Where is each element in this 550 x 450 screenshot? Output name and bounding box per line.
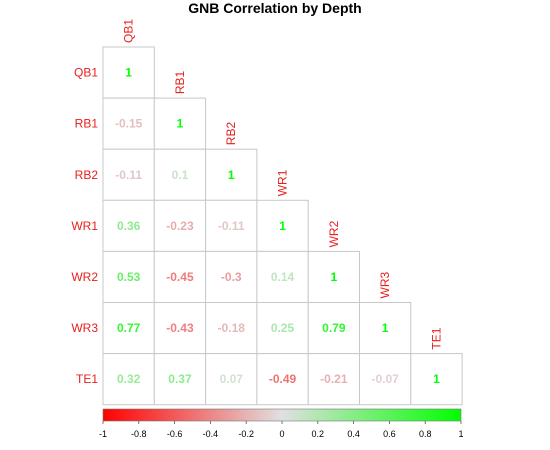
heatmap-cell bbox=[153, 250, 207, 303]
cell-value-label: 1 bbox=[331, 270, 338, 284]
heatmap-cell bbox=[256, 250, 309, 303]
row-label: WR2 bbox=[71, 270, 98, 284]
row-label: QB1 bbox=[74, 66, 98, 80]
row-label: RB1 bbox=[75, 117, 99, 131]
heatmap-cell bbox=[359, 302, 412, 355]
heatmap-cell bbox=[256, 199, 309, 252]
heatmap-cell bbox=[205, 148, 258, 201]
cell-value-label: -0.15 bbox=[115, 117, 143, 131]
colorbar-tick-label: 1 bbox=[458, 429, 463, 439]
cell-value-label: -0.11 bbox=[115, 168, 142, 182]
colorbar: -1 -0.8 -0.6 -0.4 -0.2 0 0.2 0.4 0.6 0.8 1 bbox=[99, 408, 464, 439]
cell-value-label: 0.36 bbox=[117, 219, 141, 233]
heatmap-cell bbox=[256, 353, 309, 406]
heatmap-cell bbox=[153, 97, 207, 150]
cell-value-label: 0.79 bbox=[322, 321, 346, 335]
cell-value-label: -0.43 bbox=[166, 321, 194, 335]
row-label: TE1 bbox=[76, 372, 98, 386]
cell-value-label: 0.14 bbox=[271, 270, 295, 284]
cell-value-label: -0.18 bbox=[218, 321, 246, 335]
cell-value-label: -0.11 bbox=[218, 219, 245, 233]
chart-title: GNB Correlation by Depth bbox=[188, 0, 361, 16]
cell-value-label: 1 bbox=[228, 168, 235, 182]
colorbar-tick-label: -0.6 bbox=[167, 429, 183, 439]
colorbar-gradient bbox=[102, 408, 462, 422]
cell-value-label: 0.77 bbox=[117, 321, 141, 335]
heatmap-cell bbox=[102, 353, 155, 406]
column-label: TE1 bbox=[429, 327, 443, 349]
cell-value-label: 0.32 bbox=[117, 372, 141, 386]
cell-value-label: -0.21 bbox=[320, 372, 348, 386]
heatmap-cell bbox=[307, 302, 361, 355]
heatmap-cell bbox=[102, 302, 155, 355]
column-label: WR3 bbox=[378, 272, 392, 299]
cell-value-label: 1 bbox=[433, 372, 440, 386]
column-label: RB2 bbox=[224, 122, 238, 146]
row-label: WR1 bbox=[71, 219, 98, 233]
colorbar-tick-label: -0.2 bbox=[238, 429, 254, 439]
colorbar-tick-label: -1 bbox=[99, 429, 107, 439]
cell-value-label: 1 bbox=[177, 117, 184, 131]
cell-value-label: 1 bbox=[125, 66, 132, 80]
cell-value-label: -0.3 bbox=[221, 270, 242, 284]
cell-value-label: 1 bbox=[382, 321, 389, 335]
colorbar-tick-label: 0.4 bbox=[347, 429, 360, 439]
heatmap-cells: 1 -0.15 1 -0.11 0.1 1 0.36 -0.23 -0.11 1 0.53 -0.45… bbox=[102, 46, 463, 406]
cell-value-label: -0.45 bbox=[166, 270, 194, 284]
column-label: RB1 bbox=[173, 70, 187, 94]
cell-value-label: 0.1 bbox=[172, 168, 189, 182]
heatmap-cell bbox=[102, 46, 155, 99]
colorbar-tick-label: 0.8 bbox=[419, 429, 432, 439]
heatmap-cell bbox=[102, 97, 155, 150]
cell-value-label: -0.49 bbox=[269, 372, 297, 386]
colorbar-tick-label: -0.4 bbox=[203, 429, 219, 439]
cell-value-label: 0.53 bbox=[117, 270, 141, 284]
column-label: QB1 bbox=[122, 19, 136, 43]
heatmap-cell bbox=[153, 353, 207, 406]
colorbar-tick-label: 0 bbox=[279, 429, 284, 439]
cell-value-label: 0.25 bbox=[271, 321, 295, 335]
cell-value-label: 1 bbox=[279, 219, 286, 233]
heatmap-cell bbox=[205, 302, 258, 355]
colorbar-tick-label: 0.6 bbox=[383, 429, 396, 439]
heatmap-cell bbox=[153, 302, 207, 355]
colorbar-tick-label: -0.8 bbox=[131, 429, 147, 439]
cell-value-label: -0.07 bbox=[371, 372, 399, 386]
heatmap-cell bbox=[153, 199, 207, 252]
cell-value-label: 0.07 bbox=[220, 372, 244, 386]
column-label: WR2 bbox=[327, 220, 341, 247]
row-label: RB2 bbox=[75, 168, 99, 182]
heatmap-cell bbox=[256, 302, 309, 355]
row-label: WR3 bbox=[71, 321, 98, 335]
cell-value-label: -0.23 bbox=[166, 219, 194, 233]
axis-labels: QB1 RB1 RB2 WR1 WR2 WR3 TE1 QB1 RB1 RB2 WR1 WR2 WR3 T… bbox=[71, 19, 443, 386]
heatmap-cell bbox=[359, 353, 412, 406]
colorbar-tick-label: 0.2 bbox=[312, 429, 325, 439]
column-label: WR1 bbox=[276, 169, 290, 196]
colorbar-ticks: -1 -0.8 -0.6 -0.4 -0.2 0 0.2 0.4 0.6 0.8 1 bbox=[99, 421, 464, 439]
cell-value-label: 0.37 bbox=[168, 372, 192, 386]
heatmap-cell bbox=[410, 353, 463, 406]
